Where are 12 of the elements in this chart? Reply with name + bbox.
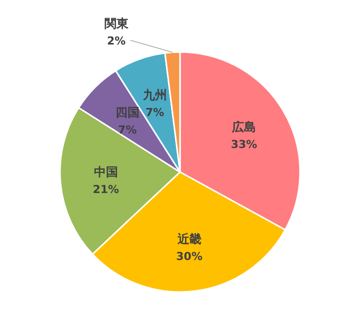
slice-label: 広島	[231, 120, 256, 134]
data-label: 30%	[176, 250, 202, 263]
slice-label: 関東	[104, 16, 130, 30]
slice-label: 四国	[115, 105, 140, 120]
data-label: 21%	[92, 183, 120, 196]
slice-label: 近畿	[176, 232, 202, 246]
data-label: 2%	[106, 34, 126, 48]
data-label: 7%	[118, 123, 137, 136]
data-label: 7%	[145, 106, 164, 119]
slice-label: 九州	[142, 88, 167, 102]
slice-label: 中国	[94, 165, 118, 179]
data-label: 33%	[230, 138, 258, 152]
